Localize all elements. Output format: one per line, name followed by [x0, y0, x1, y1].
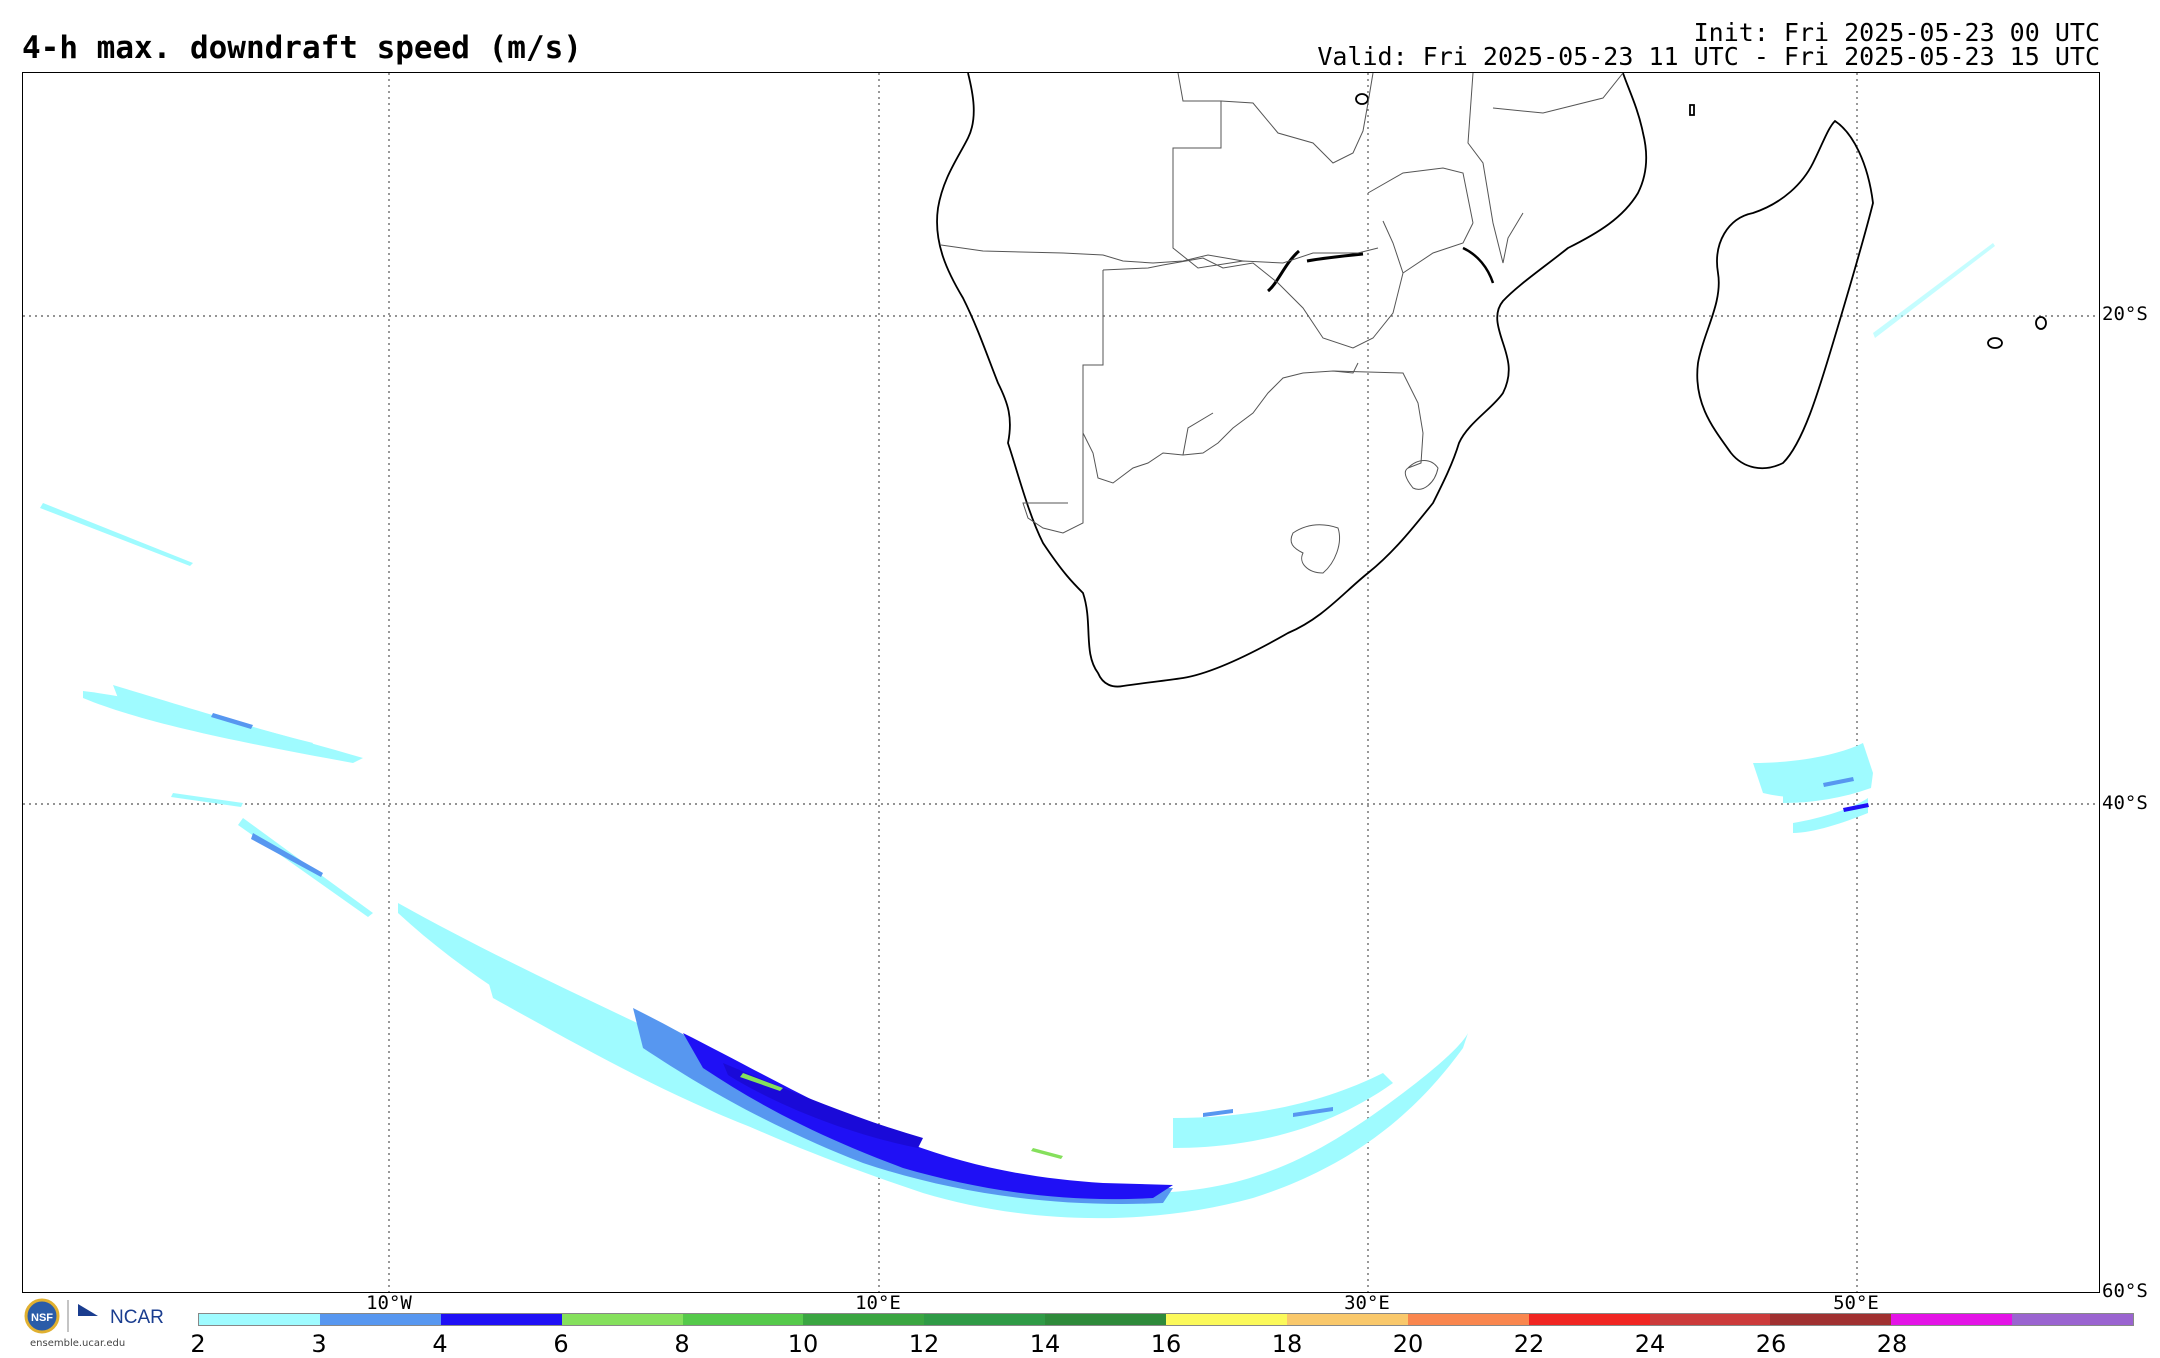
colorbar-label: 8	[674, 1330, 690, 1358]
graticule	[23, 73, 2099, 1292]
logo-url: ensemble.ucar.edu	[30, 1338, 126, 1349]
lat-label-40s: 40°S	[2102, 792, 2148, 814]
colorbar-label: 22	[1513, 1330, 1545, 1358]
colorbar-label: 14	[1029, 1330, 1061, 1358]
coastline	[936, 73, 2047, 688]
ncar-mark-icon	[78, 1304, 98, 1316]
map-title: 4-h max. downdraft speed (m/s)	[22, 30, 582, 66]
colorbar-swatch	[1891, 1314, 2013, 1325]
colorbar-swatch	[319, 1314, 441, 1325]
map-canvas	[23, 73, 2099, 1292]
colorbar-label: 10	[787, 1330, 819, 1358]
lon-label-30e: 30°E	[1344, 1292, 1390, 1314]
colorbar-label: 28	[1876, 1330, 1908, 1358]
colorbar-swatch	[1286, 1314, 1408, 1325]
colorbar-swatch	[199, 1314, 320, 1325]
colorbar-swatch	[803, 1314, 925, 1325]
colorbar-label: 26	[1755, 1330, 1787, 1358]
colorbar-swatch	[561, 1314, 683, 1325]
colorbar-swatch	[1045, 1314, 1166, 1325]
colorbar-swatch	[1407, 1314, 1529, 1325]
lat-label-60s: 60°S	[2102, 1280, 2148, 1302]
nsf-ncar-logo: NSF	[24, 1298, 98, 1334]
colorbar-label: 3	[311, 1330, 327, 1358]
colorbar-swatch	[1528, 1314, 1650, 1325]
lon-label-50e: 50°E	[1833, 1292, 1879, 1314]
nsf-seal-text: NSF	[31, 1312, 53, 1324]
colorbar-swatch	[440, 1314, 562, 1325]
colorbar-swatch	[1649, 1314, 1771, 1325]
country-borders	[940, 73, 1624, 574]
colorbar	[198, 1313, 2134, 1326]
ncar-logo-text: NCAR	[110, 1307, 164, 1328]
nsf-seal-icon	[24, 1298, 60, 1334]
colorbar-label: 16	[1150, 1330, 1182, 1358]
colorbar-swatch	[924, 1314, 1046, 1325]
colorbar-swatch	[1166, 1314, 1287, 1325]
colorbar-swatch	[1770, 1314, 1892, 1325]
colorbar-label: 12	[908, 1330, 940, 1358]
downdraft-field	[40, 243, 1995, 1219]
colorbar-label: 4	[432, 1330, 448, 1358]
init-time: Init: Fri 2025-05-23 00 UTC	[1693, 18, 2100, 47]
lon-label-10w: 10°W	[366, 1292, 412, 1314]
lon-label-10e: 10°E	[855, 1292, 901, 1314]
colorbar-label: 24	[1634, 1330, 1666, 1358]
colorbar-label: 18	[1271, 1330, 1303, 1358]
lat-label-20s: 20°S	[2102, 303, 2148, 325]
colorbar-swatch	[2012, 1314, 2133, 1325]
valid-time: Valid: Fri 2025-05-23 11 UTC - Fri 2025-…	[1317, 42, 2100, 71]
colorbar-label: 20	[1392, 1330, 1424, 1358]
colorbar-label: 2	[190, 1330, 206, 1358]
map-panel[interactable]	[22, 72, 2100, 1293]
colorbar-swatch	[682, 1314, 804, 1325]
colorbar-label: 6	[553, 1330, 569, 1358]
